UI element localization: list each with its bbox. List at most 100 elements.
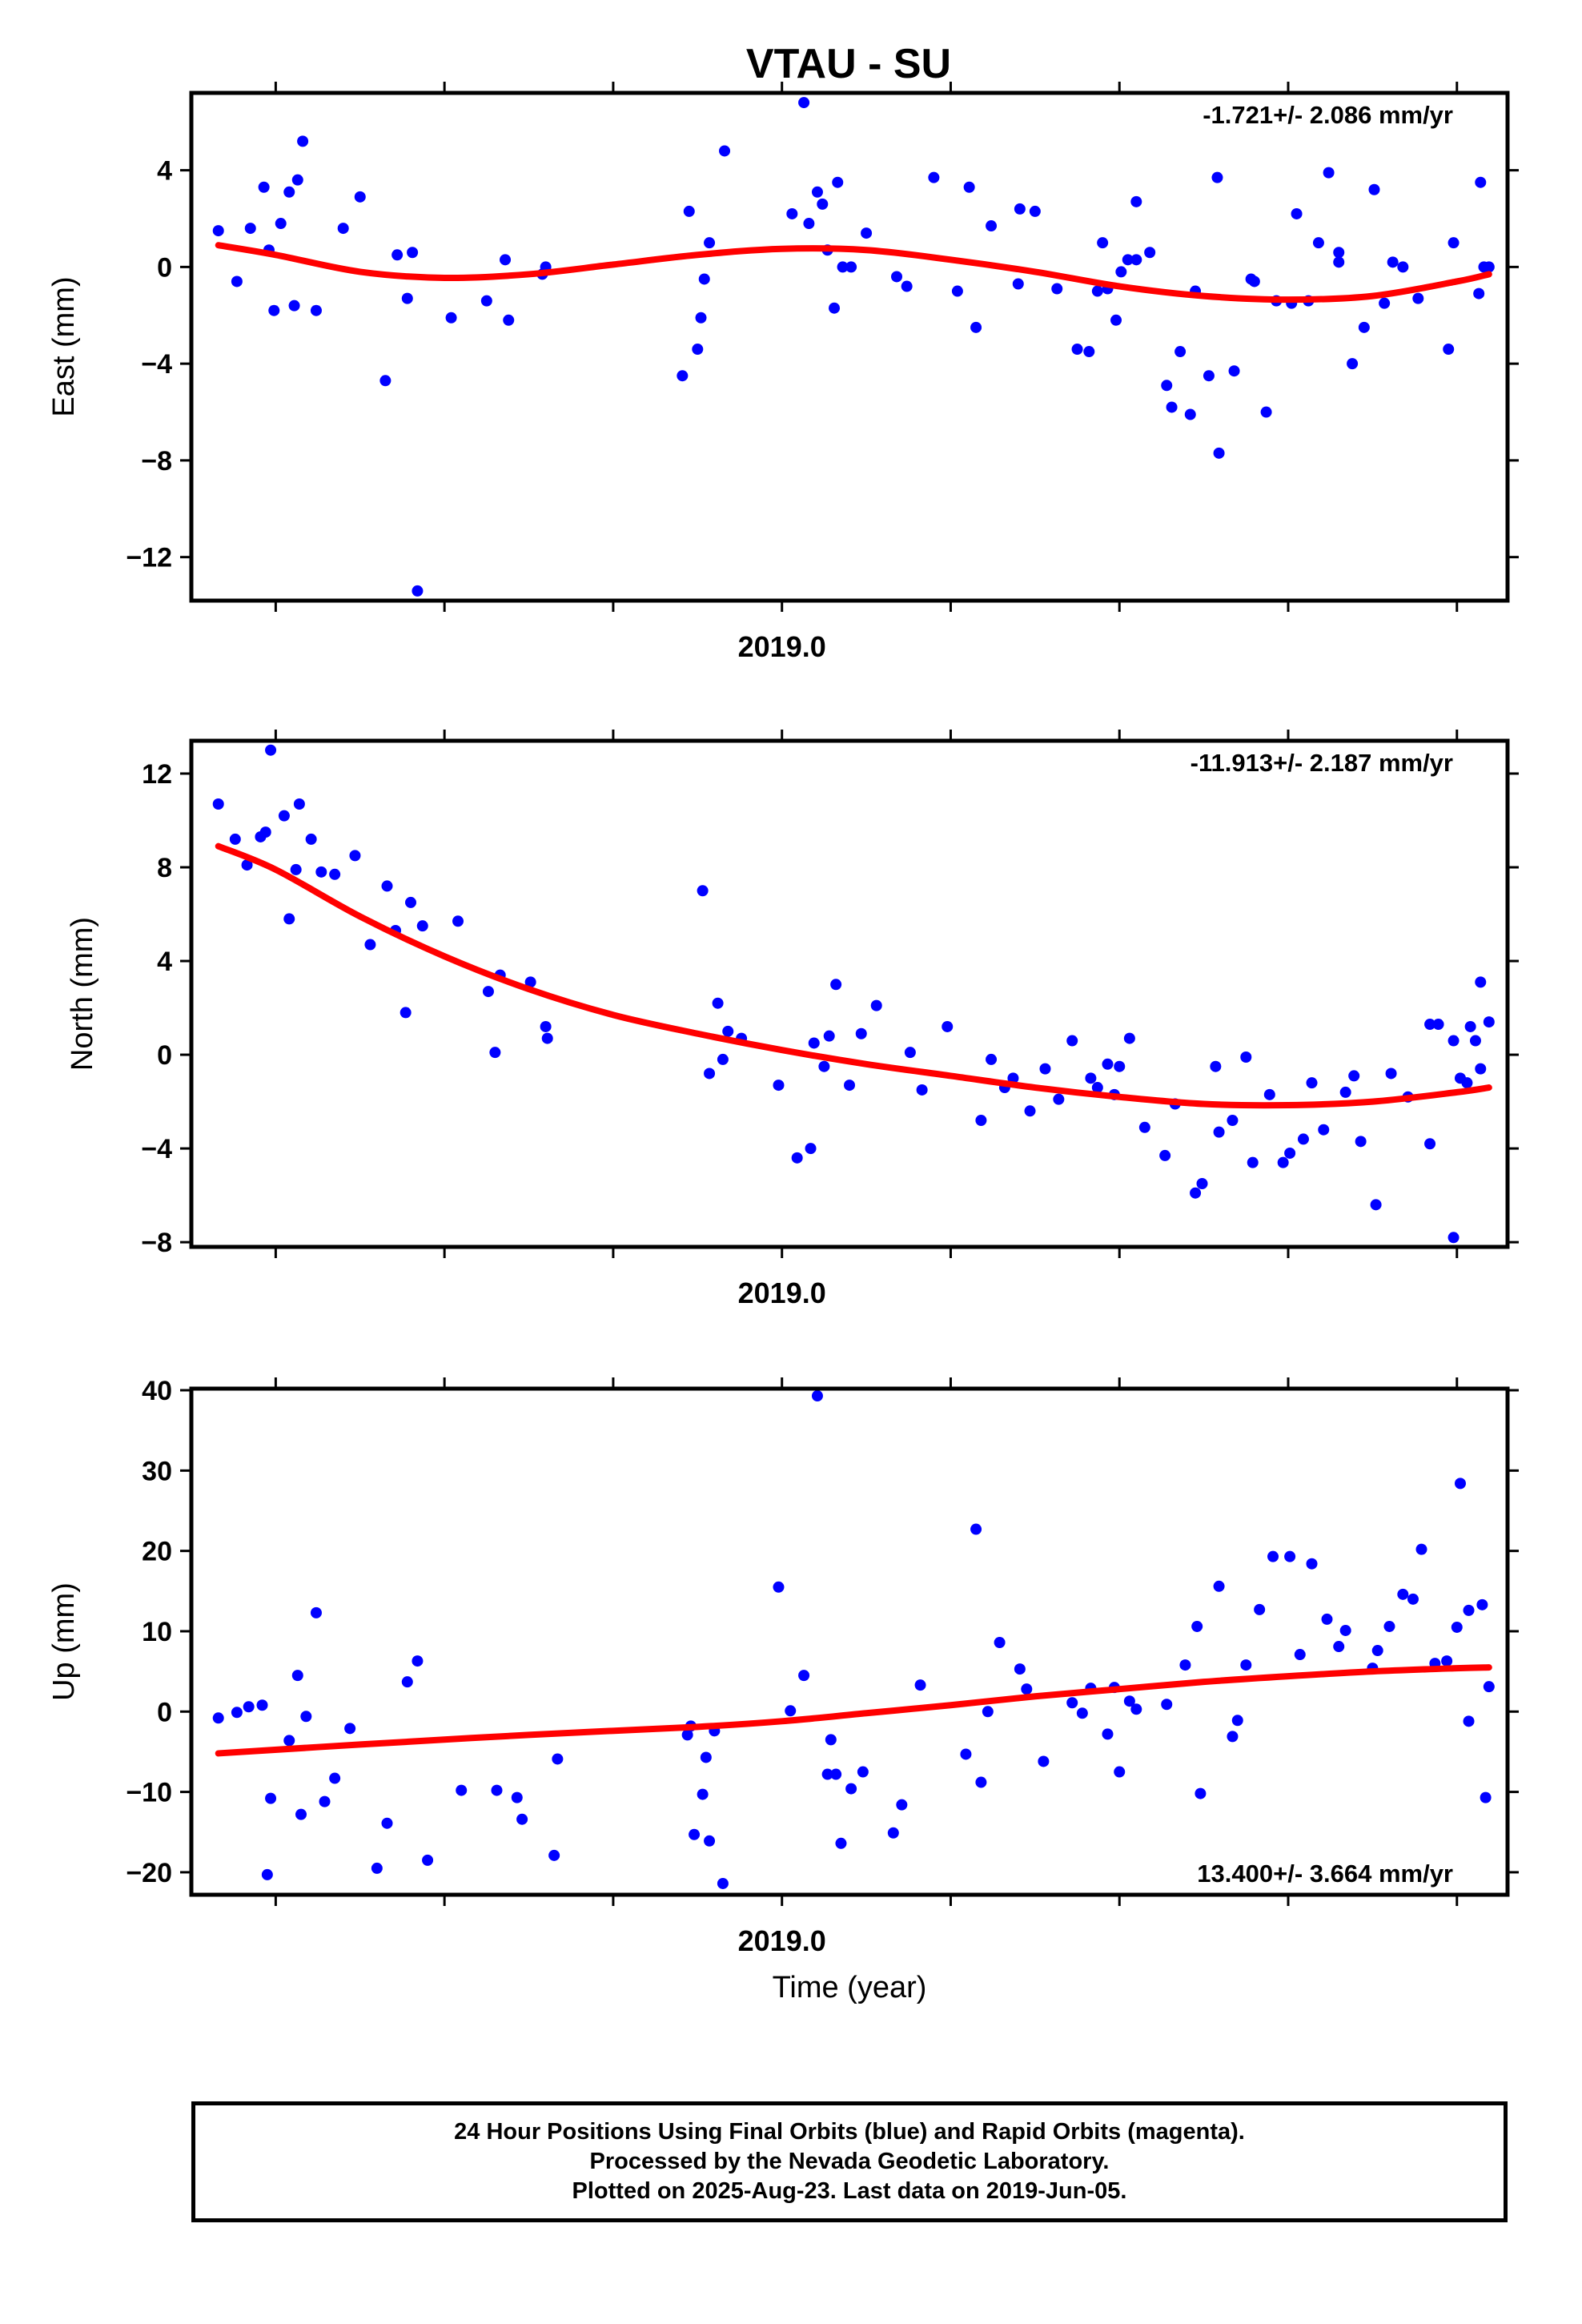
up-data-point <box>261 1868 273 1880</box>
east-data-point <box>1333 256 1345 268</box>
north-data-point <box>1240 1051 1252 1063</box>
east-data-point <box>1228 365 1240 377</box>
up-data-point <box>511 1791 523 1803</box>
north-data-point <box>1114 1060 1126 1072</box>
east-data-point <box>445 312 457 324</box>
up-data-point <box>970 1523 982 1535</box>
up-data-point <box>1195 1787 1207 1799</box>
up-panel: 40 30 20 10 0 −10 −20 2019.0 Up (mm) Time (year) 1… <box>47 1376 1519 2004</box>
up-data-point <box>1123 1695 1135 1707</box>
north-data-point <box>1447 1035 1460 1047</box>
up-data-point <box>1476 1598 1488 1610</box>
up-data-point <box>265 1792 277 1804</box>
up-data-point <box>1191 1620 1203 1632</box>
east-data-point <box>288 300 300 312</box>
north-data-point <box>1318 1124 1330 1136</box>
east-data-point <box>1397 261 1409 273</box>
north-data-point <box>1284 1147 1296 1159</box>
east-data-point <box>1083 346 1095 358</box>
east-data-point <box>407 247 419 259</box>
north-data-point <box>329 868 341 880</box>
east-data-point <box>1447 237 1460 249</box>
east-data-point <box>480 295 492 307</box>
up-data-point <box>1321 1613 1333 1625</box>
up-xlabel: Time (year) <box>773 1971 927 2004</box>
north-data-point <box>808 1037 820 1049</box>
north-data-point <box>1432 1019 1444 1031</box>
east-data-point <box>692 344 704 356</box>
east-data-point <box>1333 247 1345 259</box>
up-fit-curve <box>215 1664 1492 1757</box>
east-data-point <box>1014 203 1026 215</box>
up-ytick-label: 30 <box>142 1456 172 1486</box>
east-data-point <box>1213 447 1225 459</box>
east-data-point <box>1358 321 1370 333</box>
north-data-point <box>697 885 709 897</box>
up-data-point <box>422 1854 434 1866</box>
north-data-point <box>1454 1072 1466 1084</box>
east-data-point <box>412 585 424 597</box>
east-data-point <box>704 237 716 249</box>
east-data-point <box>951 285 963 297</box>
north-data-point <box>1007 1072 1019 1084</box>
east-xtick-label: 2019.0 <box>738 630 826 663</box>
footer-line-1: 24 Hour Positions Using Final Orbits (bl… <box>454 2119 1245 2145</box>
up-data-point <box>1454 1478 1466 1490</box>
footer-line-3: Plotted on 2025-Aug-23. Last data on 201… <box>572 2178 1127 2204</box>
east-data-point <box>829 302 841 314</box>
east-data-point <box>817 198 829 210</box>
north-data-point <box>717 1053 729 1065</box>
east-frame <box>189 90 1510 603</box>
east-data-point <box>291 174 303 186</box>
east-ytick-label: 0 <box>157 252 172 283</box>
north-data-point <box>712 997 724 1009</box>
north-ytick-label: 0 <box>157 1040 172 1071</box>
up-data-point <box>1339 1624 1351 1636</box>
north-data-point <box>1190 1187 1202 1199</box>
up-data-point <box>1161 1699 1173 1711</box>
up-data-point <box>845 1783 857 1795</box>
up-data-point <box>1231 1715 1243 1727</box>
north-data-point <box>1370 1199 1382 1211</box>
north-data-point <box>1210 1060 1222 1072</box>
north-data-point <box>293 798 305 810</box>
up-data-point <box>857 1766 869 1778</box>
north-points <box>212 744 1495 1244</box>
north-ytick-label: 12 <box>142 759 172 790</box>
up-data-point <box>704 1835 716 1847</box>
east-data-point <box>832 176 844 188</box>
east-data-point <box>1412 292 1424 304</box>
up-data-point <box>1267 1550 1279 1562</box>
north-xtick-label: 2019.0 <box>738 1277 826 1309</box>
up-data-point <box>1463 1715 1475 1727</box>
east-data-point <box>1130 195 1142 207</box>
up-data-point <box>256 1699 268 1711</box>
north-data-point <box>1385 1068 1397 1080</box>
up-data-point <box>300 1711 312 1723</box>
north-rate-text: -11.913+/- 2.187 mm/yr <box>1191 749 1453 777</box>
up-data-point <box>1014 1663 1026 1675</box>
east-data-point <box>677 370 689 382</box>
north-data-point <box>1196 1178 1208 1189</box>
east-panel: 4 0 −4 −8 −12 2019.0 East (mm) -1.721+/- 2.086 … <box>47 82 1519 663</box>
up-data-point <box>516 1813 528 1825</box>
north-data-point <box>290 863 302 875</box>
north-data-point <box>1102 1058 1114 1070</box>
east-data-point <box>683 205 695 217</box>
north-data-point <box>229 833 241 845</box>
east-data-point <box>1144 247 1156 259</box>
north-data-point <box>1053 1093 1065 1105</box>
up-data-point <box>1038 1755 1050 1767</box>
up-data-point <box>1130 1703 1142 1715</box>
up-data-point <box>291 1670 303 1682</box>
north-data-point <box>870 999 882 1011</box>
north-data-point <box>904 1047 916 1059</box>
east-ytick-label: −8 <box>141 446 172 476</box>
east-data-point <box>1379 297 1391 309</box>
up-data-point <box>1102 1728 1114 1740</box>
east-data-point <box>275 218 287 230</box>
up-data-point <box>231 1707 243 1719</box>
east-data-point <box>401 292 413 304</box>
north-data-point <box>1475 1063 1487 1075</box>
